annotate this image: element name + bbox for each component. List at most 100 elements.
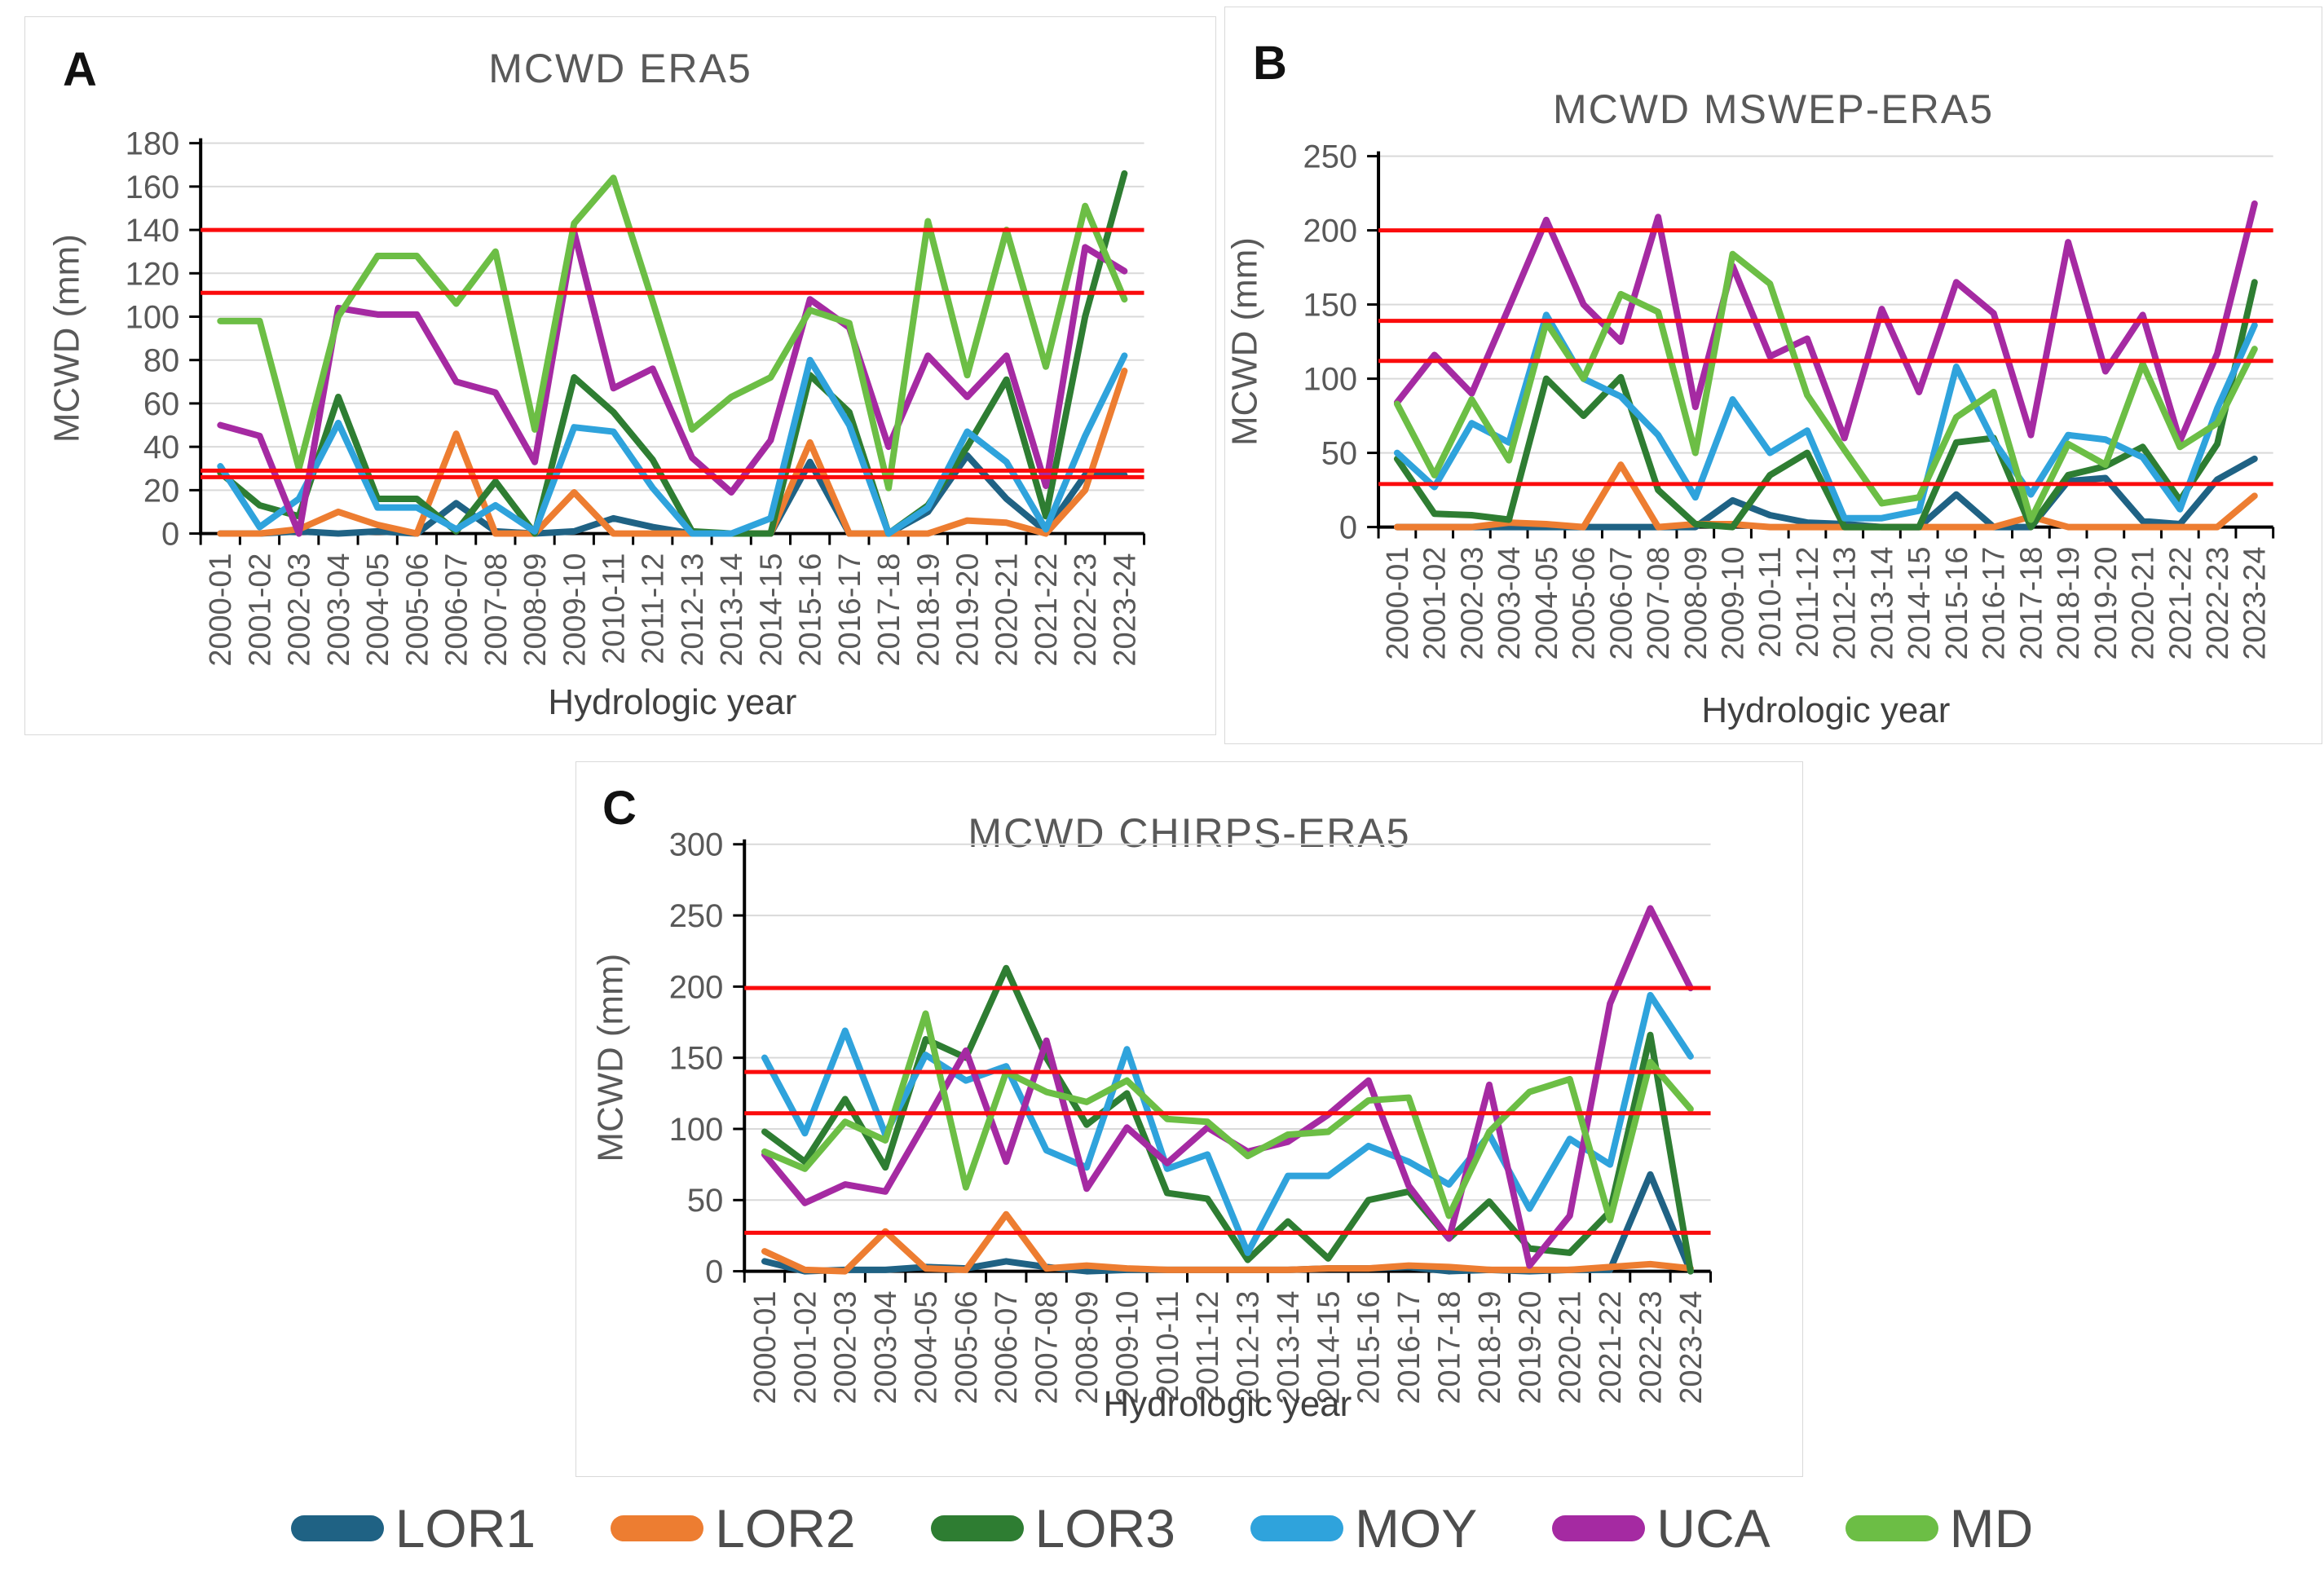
series-lines: [761, 905, 1694, 1275]
x-tick-label: 2003-04: [869, 1291, 903, 1404]
series-line-MOY: [761, 991, 1694, 1256]
y-tick-label: 100: [126, 299, 180, 335]
y-axis-title: MCWD (mm): [1225, 237, 1264, 446]
x-tick-label: 2009-10: [1716, 547, 1750, 660]
x-tick-label: 2003-04: [1493, 547, 1527, 660]
x-tick-label: 2002-03: [829, 1291, 863, 1404]
x-tick-label: 2006-07: [440, 553, 474, 667]
y-tick-label: 0: [705, 1254, 723, 1290]
legend-swatch-LOR2: [611, 1515, 704, 1541]
x-tick-label: 2019-20: [1513, 1291, 1547, 1404]
y-tick-label: 0: [161, 517, 179, 553]
x-tick-label: 2000-01: [204, 553, 238, 667]
x-tick-label: 2017-18: [2014, 547, 2048, 660]
x-tick-label: 2008-09: [1679, 547, 1713, 660]
legend-item-LOR2: LOR2: [611, 1498, 856, 1559]
x-tick-label: 2004-05: [909, 1291, 943, 1404]
y-axis-tick-labels: 0 20 40 60 80 100 120 140 160 180: [126, 126, 201, 553]
x-tick-label: 2013-14: [1272, 1291, 1306, 1404]
y-tick-label: 160: [126, 170, 180, 205]
x-tick-label: 2011-12: [637, 553, 671, 664]
x-tick-label: 2023-24: [2238, 547, 2273, 660]
x-tick-label: 2000-01: [748, 1291, 783, 1404]
panel-B: B MCWD MSWEP-ERA5 0 50 100 150 200 250 2000-01…: [1224, 7, 2322, 744]
threshold-lines: [1378, 228, 2273, 487]
x-axis-tick-labels: 2000-01 2001-02 2002-03 2003-04 2004-05 2005-…: [1377, 527, 2275, 660]
x-tick-label: 2022-23: [2201, 547, 2235, 660]
legend-swatch-UCA: [1552, 1515, 1646, 1541]
x-tick-label: 2019-20: [2089, 547, 2123, 660]
legend-swatch-MD: [1845, 1515, 1938, 1541]
legend-item-UCA: UCA: [1552, 1501, 1771, 1555]
y-tick-label: 140: [126, 213, 180, 249]
legend-swatch-LOR3: [930, 1515, 1024, 1541]
x-tick-label: 2016-17: [1978, 547, 2012, 660]
y-tick-label: 20: [143, 473, 179, 509]
y-tick-label: 80: [143, 343, 179, 379]
series-line-MD: [1393, 250, 2258, 523]
x-tick-label: 2001-02: [1418, 547, 1453, 660]
legend-swatch-LOR1: [290, 1515, 384, 1541]
x-tick-label: 2003-04: [322, 553, 356, 667]
series-line-MD: [217, 174, 1128, 492]
panel-letter-B: B: [1253, 37, 1287, 90]
legend-label-MD: MD: [1949, 1498, 2034, 1559]
series-line-LOR2: [761, 1210, 1694, 1275]
x-tick-label: 2013-14: [715, 553, 749, 667]
x-tick-label: 2007-08: [1642, 547, 1676, 660]
series-line-UCA: [217, 228, 1128, 537]
x-tick-label: 2018-19: [2052, 547, 2086, 660]
y-axis-title: MCWD (mm): [47, 234, 87, 443]
x-tick-label: 2007-08: [479, 553, 514, 667]
threshold-lines: [201, 227, 1144, 479]
x-tick-label: 2016-17: [1392, 1291, 1427, 1404]
legend-label-LOR2: LOR2: [715, 1498, 856, 1559]
x-tick-label: 2020-21: [990, 553, 1025, 667]
legend-swatch-MOY: [1250, 1515, 1343, 1541]
panel-letter-C: C: [602, 782, 637, 835]
series-line-LOR2: [1393, 461, 2258, 531]
legend-item-LOR3: LOR3: [930, 1501, 1175, 1555]
x-tick-label: 2000-01: [1381, 547, 1415, 660]
chart-title-C: MCWD CHIRPS-ERA5: [968, 810, 1411, 856]
x-tick-label: 2014-15: [1312, 1291, 1346, 1404]
x-tick-label: 2019-20: [951, 553, 986, 667]
x-tick-label: 2014-15: [1903, 547, 1937, 660]
x-tick-label: 2001-02: [788, 1291, 822, 1404]
x-tick-label: 2014-15: [754, 553, 788, 667]
x-axis-title: Hydrologic year: [1701, 690, 1950, 730]
x-tick-label: 2017-18: [872, 553, 906, 667]
series-line-MD: [761, 1010, 1694, 1223]
x-tick-label: 2016-17: [833, 553, 867, 667]
series-line-LOR1: [761, 1171, 1694, 1275]
y-tick-label: 200: [669, 969, 724, 1005]
panel-C: C MCWD CHIRPS-ERA5 0 50 100 150 200 250 300 200…: [575, 761, 1803, 1477]
x-tick-label: 2009-10: [1110, 1291, 1144, 1404]
x-tick-label: 2012-13: [1828, 547, 1863, 660]
threshold-lines: [744, 985, 1711, 1235]
y-tick-label: 60: [143, 386, 179, 422]
x-tick-label: 2011-12: [1791, 547, 1825, 658]
x-tick-label: 2008-09: [518, 553, 553, 667]
x-tick-label: 2017-18: [1432, 1291, 1466, 1404]
y-tick-label: 100: [669, 1112, 724, 1148]
x-axis-title: Hydrologic year: [548, 682, 796, 722]
series-line-LOR3: [761, 964, 1694, 1275]
x-tick-label: 2012-13: [1232, 1291, 1266, 1404]
x-tick-label: 2020-21: [1554, 1291, 1588, 1404]
series-lines: [1393, 200, 2258, 531]
x-tick-label: 2004-05: [361, 553, 395, 667]
x-tick-label: 2010-11: [1753, 547, 1788, 658]
x-tick-label: 2023-24: [1674, 1291, 1709, 1404]
legend-item-LOR1: LOR1: [290, 1501, 536, 1555]
x-tick-label: 2002-03: [1455, 547, 1489, 660]
x-tick-label: 2018-19: [911, 553, 946, 667]
x-tick-label: 2002-03: [283, 553, 317, 667]
chart-B-svg: 0 50 100 150 200 250 2000-01 2001-02 2002-03 2003…: [1225, 139, 2275, 730]
y-tick-label: 50: [1321, 436, 1357, 472]
y-tick-label: 100: [1303, 362, 1358, 398]
series-line-LOR2: [217, 368, 1128, 537]
x-tick-label: 2006-07: [990, 1291, 1024, 1404]
